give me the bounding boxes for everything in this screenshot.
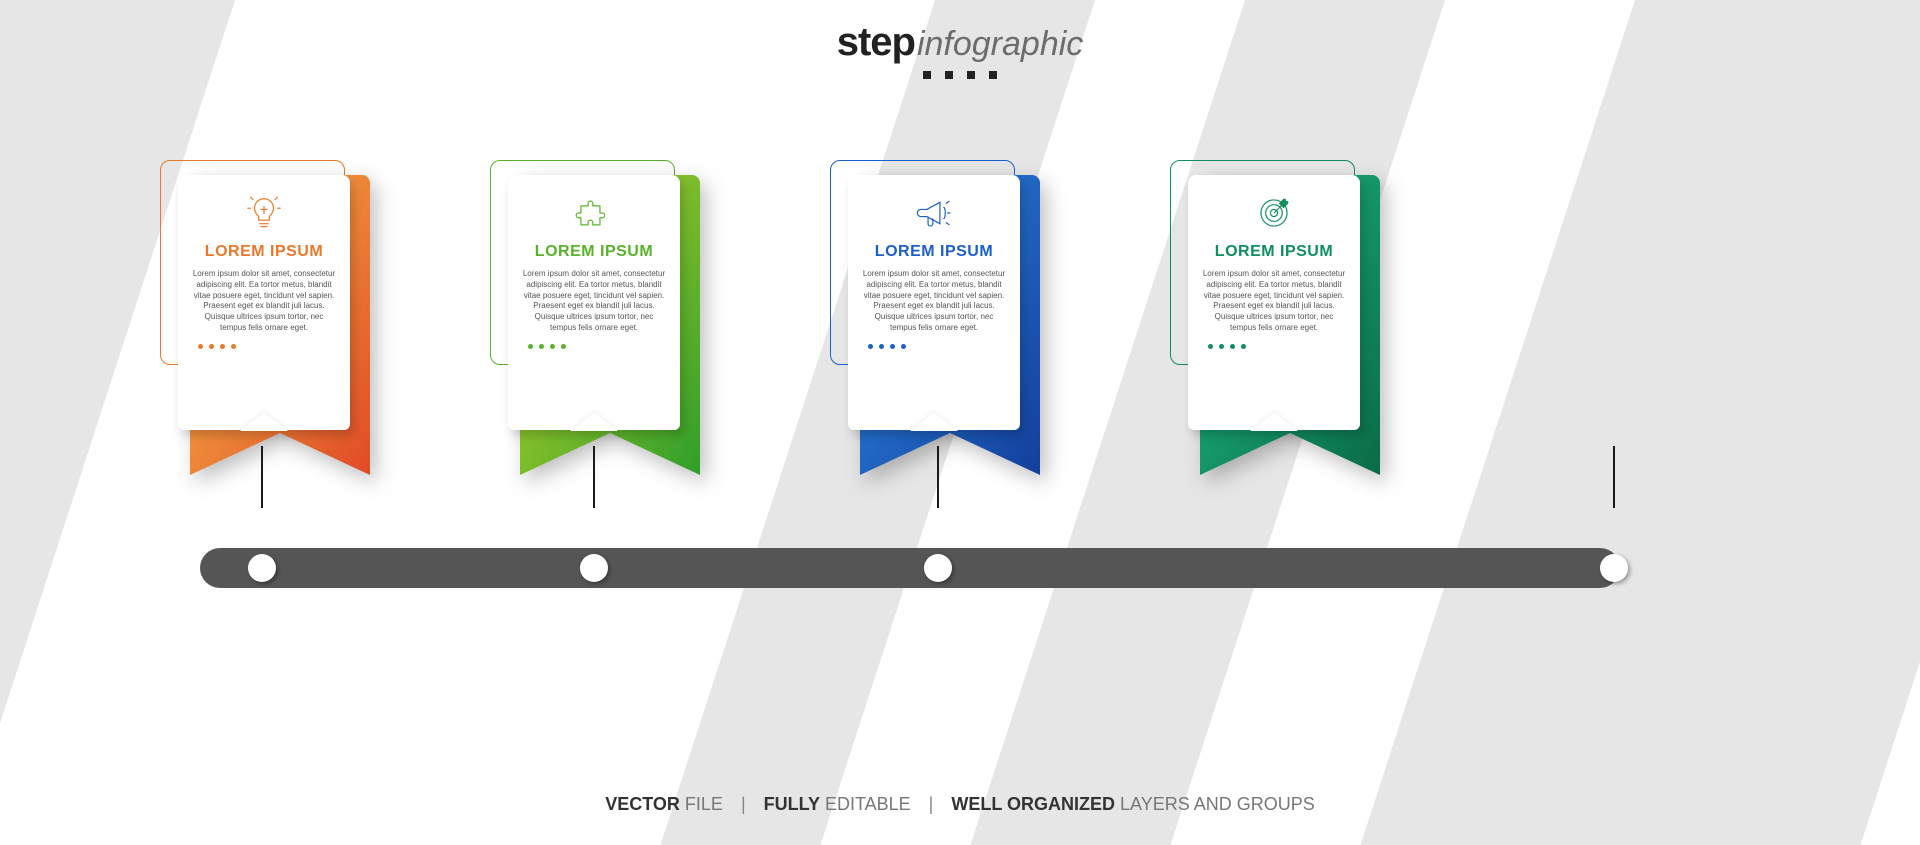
step-dot [209,344,214,349]
header-dot [945,71,953,79]
footer-light: EDITABLE [820,794,911,814]
step-body: Lorem ipsum dolor sit amet, consectetur … [1202,269,1346,334]
step-dot [868,344,873,349]
step-card-front: LOREM IPSUM Lorem ipsum dolor sit amet, c… [508,175,680,430]
timeline-node [248,554,276,582]
step-dot [561,344,566,349]
header-dots [0,71,1920,79]
footer-bold: VECTOR [605,794,680,814]
step-title: LOREM IPSUM [862,243,1006,261]
timeline-connector [937,446,939,508]
footer-light: LAYERS AND GROUPS [1115,794,1315,814]
target-icon [1202,193,1346,233]
step-dot [220,344,225,349]
step-dots [862,344,1006,349]
header-dot [967,71,975,79]
lightbulb-icon [192,193,336,233]
footer-bold: FULLY [764,794,820,814]
timeline-connector [1613,446,1615,508]
step-dot [879,344,884,349]
header-dot [989,71,997,79]
step-body: Lorem ipsum dolor sit amet, consectetur … [522,269,666,334]
puzzle-icon [522,193,666,233]
step-dot [1219,344,1224,349]
step-card-front: LOREM IPSUM Lorem ipsum dolor sit amet, c… [178,175,350,430]
step-dots [1202,344,1346,349]
step-title: LOREM IPSUM [1202,243,1346,261]
step-dot [1230,344,1235,349]
step-dot [198,344,203,349]
header-dot [923,71,931,79]
footer: VECTOR FILE | FULLY EDITABLE | WELL ORGANIZE… [0,794,1920,815]
step-dot [1208,344,1213,349]
timeline-connector [593,446,595,508]
megaphone-icon [862,193,1006,233]
title-bold: step [837,20,915,64]
step-body: Lorem ipsum dolor sit amet, consectetur … [192,269,336,334]
step-body: Lorem ipsum dolor sit amet, consectetur … [862,269,1006,334]
step-card-front: LOREM IPSUM Lorem ipsum dolor sit amet, c… [1188,175,1360,430]
page-title: stepinfographic [0,20,1920,65]
step-dot [890,344,895,349]
page-header: stepinfographic [0,20,1920,79]
timeline-connector [261,446,263,508]
step-title: LOREM IPSUM [522,243,666,261]
step-dots [522,344,666,349]
step-dot [539,344,544,349]
step-dot [1241,344,1246,349]
step-dot [550,344,555,349]
footer-bold: WELL ORGANIZED [951,794,1115,814]
step-dot [901,344,906,349]
footer-separator: | [929,794,934,814]
step-card-front: LOREM IPSUM Lorem ipsum dolor sit amet, c… [848,175,1020,430]
step-dots [192,344,336,349]
timeline-node [580,554,608,582]
footer-light: FILE [680,794,723,814]
step-dot [231,344,236,349]
steps-container: LOREM IPSUM Lorem ipsum dolor sit amet, c… [160,160,1640,510]
step-title: LOREM IPSUM [192,243,336,261]
timeline-node [1600,554,1628,582]
step-dot [528,344,533,349]
footer-separator: | [741,794,746,814]
title-italic: infographic [917,25,1083,63]
timeline-node [924,554,952,582]
timeline-bar [200,548,1620,588]
